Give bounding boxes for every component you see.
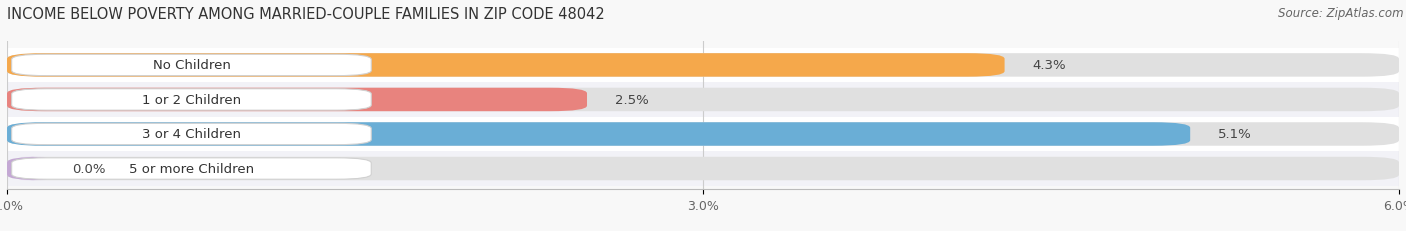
FancyBboxPatch shape <box>11 158 371 179</box>
Text: INCOME BELOW POVERTY AMONG MARRIED-COUPLE FAMILIES IN ZIP CODE 48042: INCOME BELOW POVERTY AMONG MARRIED-COUPL… <box>7 7 605 22</box>
Bar <box>7 152 1399 186</box>
Text: 2.5%: 2.5% <box>614 94 648 106</box>
Text: No Children: No Children <box>152 59 231 72</box>
Bar <box>7 83 1399 117</box>
Text: 4.3%: 4.3% <box>1032 59 1066 72</box>
FancyBboxPatch shape <box>11 55 371 76</box>
FancyBboxPatch shape <box>11 124 371 145</box>
FancyBboxPatch shape <box>7 123 1189 146</box>
Text: 5.1%: 5.1% <box>1218 128 1251 141</box>
Text: 5 or more Children: 5 or more Children <box>129 162 254 175</box>
FancyBboxPatch shape <box>7 88 1399 112</box>
FancyBboxPatch shape <box>7 123 1399 146</box>
Text: 3 or 4 Children: 3 or 4 Children <box>142 128 240 141</box>
FancyBboxPatch shape <box>7 54 1399 77</box>
FancyBboxPatch shape <box>7 157 58 180</box>
FancyBboxPatch shape <box>7 88 588 112</box>
FancyBboxPatch shape <box>7 54 1004 77</box>
Text: 0.0%: 0.0% <box>72 162 105 175</box>
Text: 1 or 2 Children: 1 or 2 Children <box>142 94 240 106</box>
Bar <box>7 49 1399 83</box>
Bar <box>7 117 1399 152</box>
FancyBboxPatch shape <box>11 89 371 111</box>
Text: Source: ZipAtlas.com: Source: ZipAtlas.com <box>1278 7 1403 20</box>
FancyBboxPatch shape <box>7 157 1399 180</box>
